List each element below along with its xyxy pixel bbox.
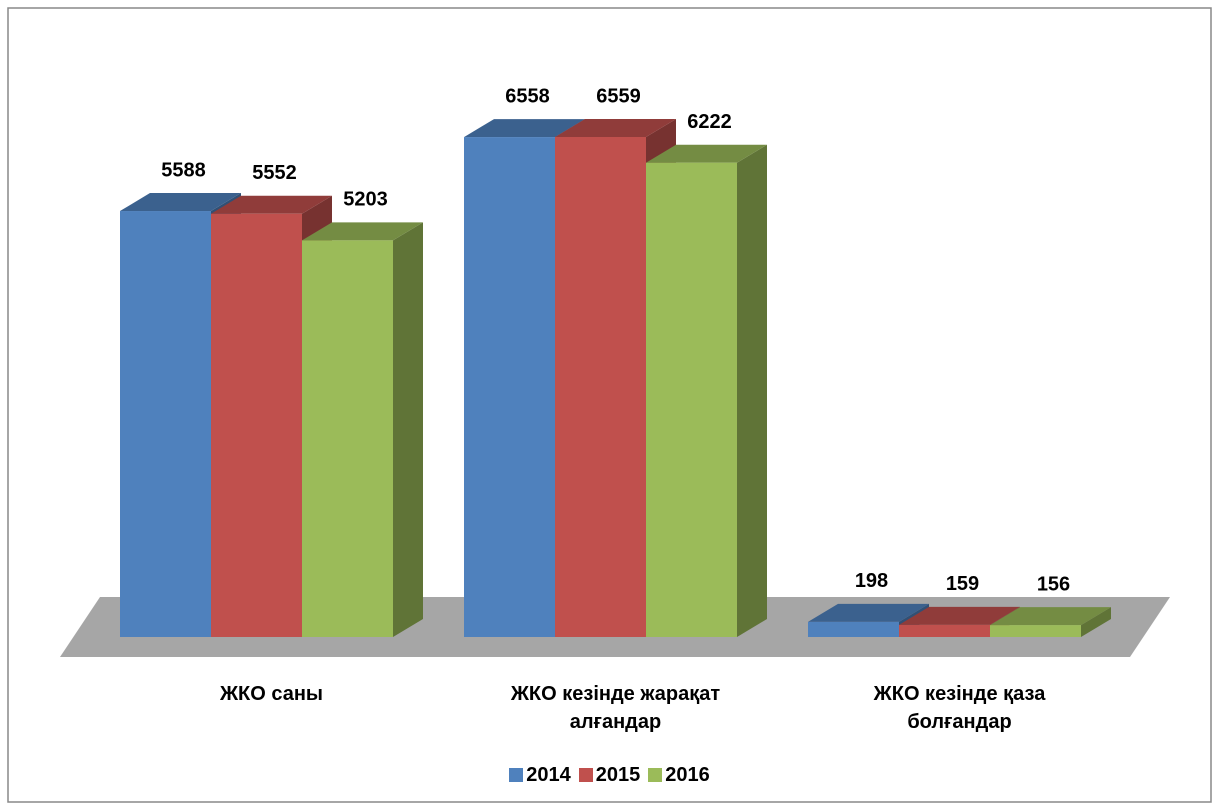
legend: 2014 2015 2016 [0,764,1219,787]
data-label: 5552 [252,162,297,184]
bar-top [808,603,929,622]
data-label: 6222 [687,111,732,133]
bar-top [990,607,1111,626]
bar-top [646,144,767,163]
data-label: 156 [1037,573,1070,595]
data-label: 6558 [505,85,550,107]
legend-swatch [509,768,524,782]
bar-top [899,606,1020,625]
legend-label: 2014 [526,764,571,786]
legend-item: 2016 [648,764,710,787]
bar-top [555,119,676,137]
bar [899,624,990,637]
legend-label: 2016 [665,764,710,786]
bar-top [120,193,241,212]
legend-item: 2014 [509,764,571,787]
bar-side [393,222,423,637]
data-label: 5588 [161,159,206,181]
legend-label: 2015 [595,764,641,786]
bar-side [1081,607,1111,637]
legend-swatch [648,768,663,782]
bar [808,621,899,637]
bar-top [302,222,423,241]
bar [302,240,393,637]
bar-side [737,144,767,638]
data-label: 6559 [596,85,641,107]
bar [120,211,211,637]
bar-top [211,195,332,214]
x-tick-label: ЖКО саны [219,683,324,705]
bar [646,162,737,638]
x-tick-label: ЖКО кезінде жарақат алғандар [510,683,721,733]
x-tick-label: ЖКО кезінде қаза болғандар [873,683,1046,733]
data-label: 198 [855,570,888,592]
legend-swatch [578,768,593,782]
bar [464,137,555,637]
data-label: 5203 [343,189,388,211]
bar [211,213,302,637]
legend-item: 2015 [578,764,641,787]
bar-top [464,119,585,138]
data-label: 159 [946,573,979,595]
bar [990,625,1081,637]
bar [555,137,646,637]
